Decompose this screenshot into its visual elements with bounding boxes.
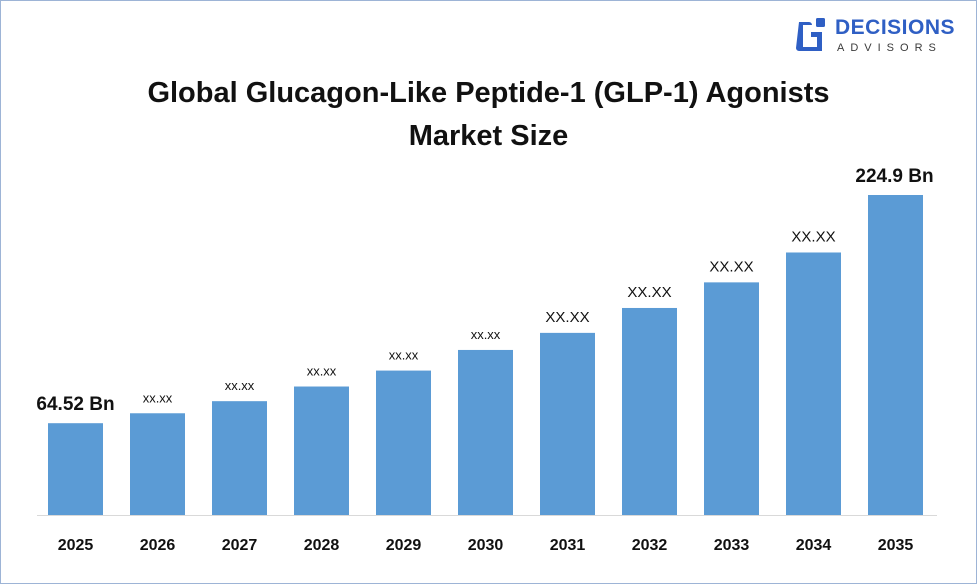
bar-2027 <box>212 401 267 515</box>
bar-2025 <box>48 423 103 515</box>
bar-2032 <box>622 307 677 515</box>
bar-2028 <box>294 386 349 515</box>
bar-2030 <box>458 349 513 515</box>
data-label-2031: XX.XX <box>545 309 589 326</box>
x-tick-label-2030: 2030 <box>468 537 504 554</box>
x-tick-label-2034: 2034 <box>796 537 832 554</box>
chart-title-line2: Market Size <box>408 120 569 152</box>
x-tick-label-2035: 2035 <box>878 537 914 554</box>
data-label-2026: xx.xx <box>143 390 173 405</box>
brand-name: DECISIONS <box>835 16 956 39</box>
data-label-2032: XX.XX <box>627 284 671 301</box>
bar-2033 <box>704 282 759 515</box>
chart-title: Global Glucagon-Like Peptide-1 (GLP-1) A… <box>147 77 830 109</box>
bar-2026 <box>130 413 185 515</box>
bar-2029 <box>376 370 431 515</box>
x-tick-label-2028: 2028 <box>304 537 340 554</box>
x-tick-label-2027: 2027 <box>222 537 258 554</box>
data-label-2028: xx.xx <box>307 364 337 379</box>
x-tick-label-2032: 2032 <box>632 537 668 554</box>
x-tick-label-2025: 2025 <box>58 537 94 554</box>
brand-subtitle: ADVISORS <box>837 42 942 54</box>
data-label-2035: 224.9 Bn <box>855 166 933 187</box>
data-label-2029: xx.xx <box>389 348 419 363</box>
data-label-2033: XX.XX <box>709 258 753 275</box>
data-label-2034: XX.XX <box>791 228 835 245</box>
decisions-advisors-logo-icon <box>796 18 825 51</box>
x-tick-label-2031: 2031 <box>550 537 586 554</box>
x-tick-label-2026: 2026 <box>140 537 176 554</box>
bar-2035 <box>868 195 923 515</box>
bar-2034 <box>786 252 841 515</box>
brand-logo: DECISIONS ADVISORS <box>795 14 965 58</box>
x-tick-label-2033: 2033 <box>714 537 750 554</box>
x-tick-label-2029: 2029 <box>386 537 422 554</box>
data-label-2025: 64.52 Bn <box>36 394 114 415</box>
data-label-2027: xx.xx <box>225 378 255 393</box>
bar-2031 <box>540 332 595 515</box>
data-label-2030: xx.xx <box>471 327 501 342</box>
